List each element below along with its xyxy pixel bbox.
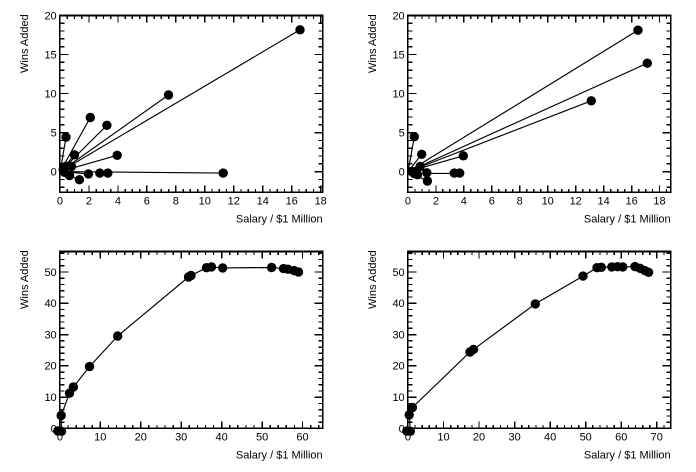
svg-text:20: 20: [44, 361, 56, 373]
svg-text:Salary / $1 Million: Salary / $1 Million: [584, 213, 671, 225]
svg-text:30: 30: [175, 432, 187, 444]
svg-text:18: 18: [653, 196, 665, 208]
svg-text:10: 10: [542, 196, 554, 208]
svg-text:40: 40: [44, 298, 56, 310]
svg-text:Wins Added: Wins Added: [19, 250, 31, 309]
svg-text:50: 50: [392, 267, 404, 279]
svg-text:0: 0: [399, 423, 405, 435]
svg-text:10: 10: [44, 88, 56, 100]
svg-text:20: 20: [44, 10, 56, 22]
svg-text:8: 8: [173, 196, 179, 208]
svg-text:30: 30: [508, 432, 520, 444]
svg-text:16: 16: [286, 196, 298, 208]
svg-text:10: 10: [437, 432, 449, 444]
svg-text:14: 14: [597, 196, 609, 208]
svg-text:30: 30: [44, 330, 56, 342]
svg-text:8: 8: [517, 196, 523, 208]
svg-text:40: 40: [215, 432, 227, 444]
svg-text:40: 40: [392, 298, 404, 310]
svg-text:70: 70: [651, 432, 663, 444]
svg-text:4: 4: [115, 196, 121, 208]
svg-text:0: 0: [405, 432, 411, 444]
svg-text:15: 15: [392, 49, 404, 61]
svg-text:20: 20: [473, 432, 485, 444]
svg-text:12: 12: [570, 196, 582, 208]
svg-text:Wins Added: Wins Added: [19, 14, 31, 73]
svg-text:40: 40: [544, 432, 556, 444]
svg-text:50: 50: [44, 267, 56, 279]
svg-text:2: 2: [433, 196, 439, 208]
svg-text:10: 10: [392, 88, 404, 100]
svg-text:50: 50: [256, 432, 268, 444]
svg-text:Salary / $1 Million: Salary / $1 Million: [236, 213, 323, 225]
svg-text:0: 0: [51, 167, 57, 179]
svg-text:Salary / $1 Million: Salary / $1 Million: [236, 449, 323, 461]
svg-text:10: 10: [94, 432, 106, 444]
svg-text:5: 5: [51, 128, 57, 140]
svg-text:18: 18: [315, 196, 327, 208]
svg-text:Wins Added: Wins Added: [367, 250, 379, 309]
svg-text:12: 12: [228, 196, 240, 208]
svg-text:20: 20: [392, 361, 404, 373]
svg-text:2: 2: [86, 196, 92, 208]
svg-text:0: 0: [405, 196, 411, 208]
svg-text:6: 6: [144, 196, 150, 208]
svg-text:10: 10: [392, 392, 404, 404]
svg-text:50: 50: [580, 432, 592, 444]
svg-text:0: 0: [57, 432, 63, 444]
svg-text:15: 15: [44, 49, 56, 61]
svg-text:Wins Added: Wins Added: [367, 14, 379, 73]
svg-text:10: 10: [44, 392, 56, 404]
svg-text:30: 30: [392, 330, 404, 342]
svg-text:16: 16: [625, 196, 637, 208]
svg-text:60: 60: [296, 432, 308, 444]
svg-text:0: 0: [399, 167, 405, 179]
svg-text:20: 20: [135, 432, 147, 444]
svg-text:5: 5: [399, 128, 405, 140]
svg-text:60: 60: [615, 432, 627, 444]
svg-text:14: 14: [257, 196, 269, 208]
svg-text:Salary / $1 Million: Salary / $1 Million: [584, 449, 671, 461]
svg-text:0: 0: [57, 196, 63, 208]
svg-text:10: 10: [199, 196, 211, 208]
svg-text:6: 6: [489, 196, 495, 208]
svg-text:4: 4: [461, 196, 467, 208]
svg-text:20: 20: [392, 10, 404, 22]
